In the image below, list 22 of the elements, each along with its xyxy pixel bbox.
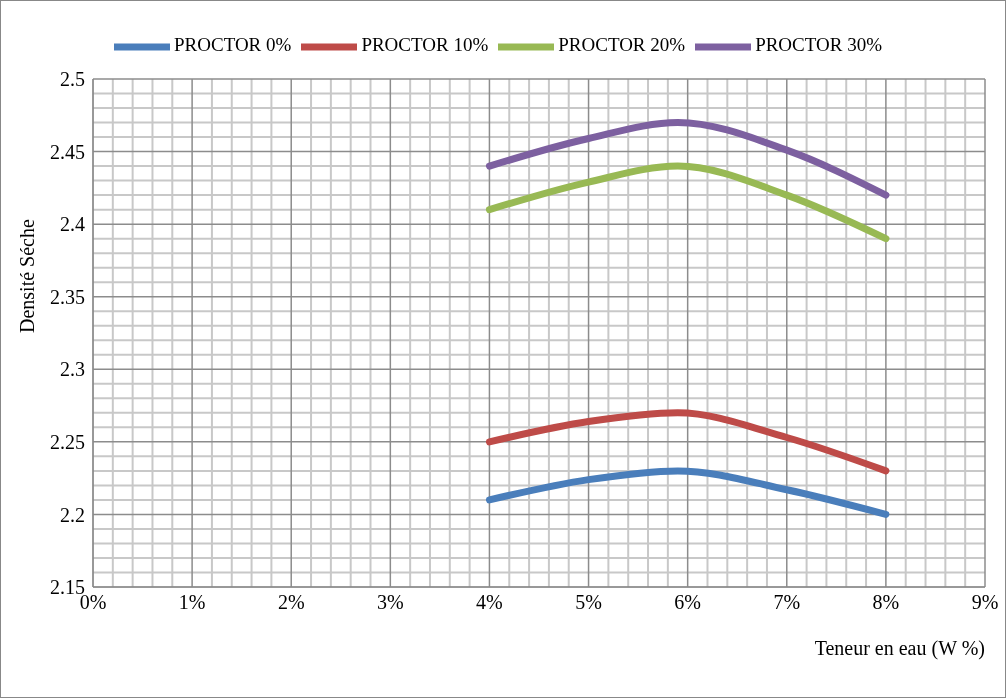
legend-label: PROCTOR 0% <box>174 34 292 56</box>
y-tick-label: 2.35 <box>50 285 85 308</box>
x-tick-label: 7% <box>773 591 801 614</box>
x-tick-label: 4% <box>476 591 503 614</box>
x-tick-label: 3% <box>377 591 404 614</box>
x-tick-label: 1% <box>178 591 206 614</box>
y-tick-label: 2.5 <box>60 68 85 91</box>
legend-label: PROCTOR 30% <box>755 34 882 56</box>
x-tick-label: 2% <box>277 591 305 614</box>
y-tick-label: 2.25 <box>50 430 85 453</box>
y-tick-label: 2.3 <box>60 358 85 381</box>
legend-label: PROCTOR 20% <box>558 34 686 56</box>
x-tick-label: 9% <box>971 591 999 614</box>
x-tick-label: 6% <box>674 591 701 614</box>
x-tick-label: 8% <box>872 591 900 614</box>
legend-label: PROCTOR 10% <box>361 34 489 56</box>
y-axis-title: Densité Séche <box>16 219 39 333</box>
y-tick-label: 2.2 <box>60 503 85 526</box>
x-axis-title: Teneur en eau (W %) <box>814 637 985 660</box>
y-tick-label: 2.45 <box>50 140 85 163</box>
x-tick-label: 5% <box>575 591 602 614</box>
y-tick-label: 2.4 <box>60 213 85 236</box>
